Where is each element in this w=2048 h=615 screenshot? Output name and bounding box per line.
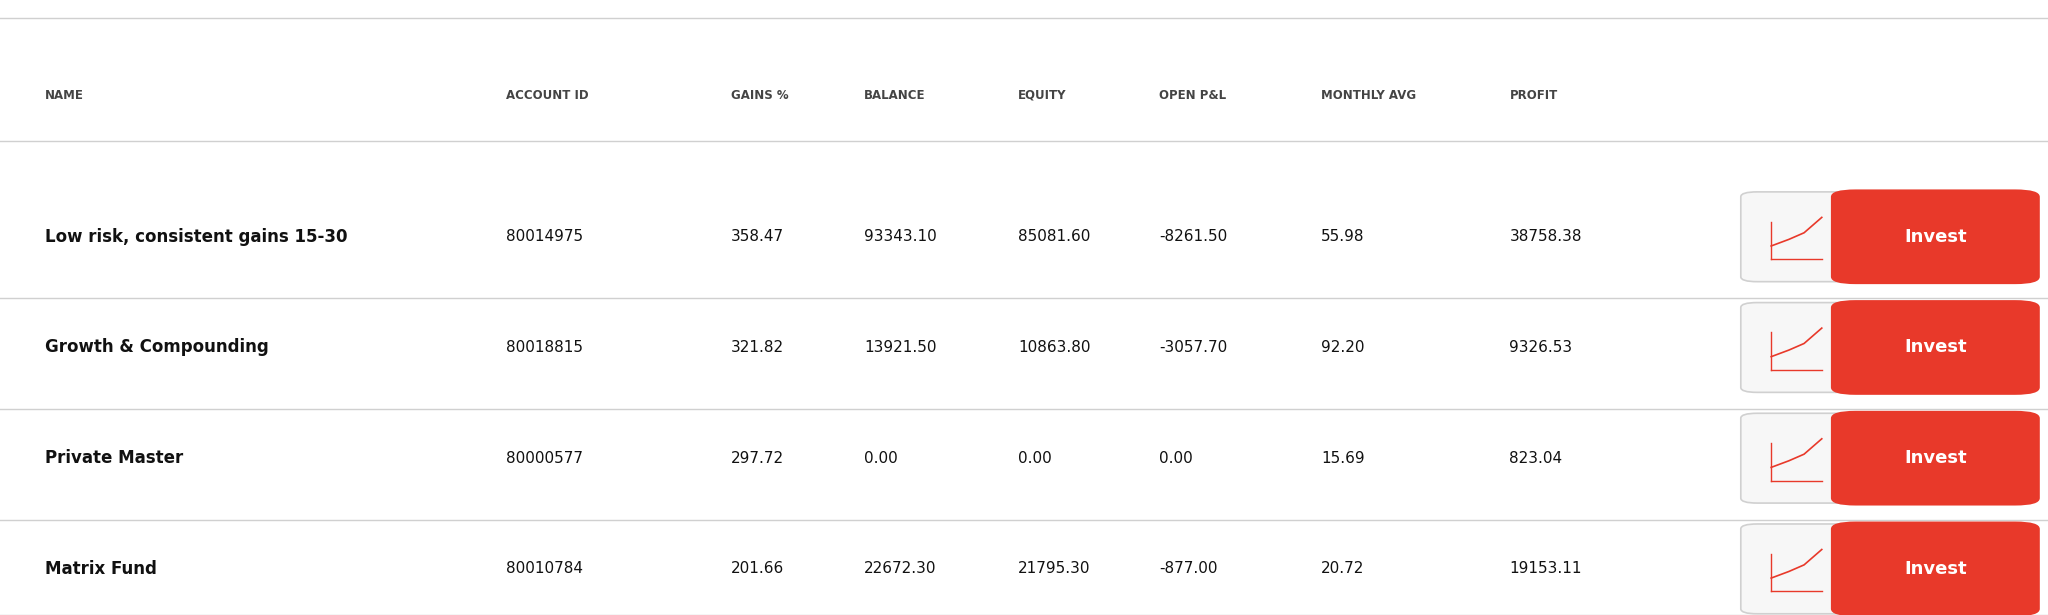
Text: 80000577: 80000577: [506, 451, 584, 466]
Text: 92.20: 92.20: [1321, 340, 1364, 355]
Text: 55.98: 55.98: [1321, 229, 1364, 244]
Text: 0.00: 0.00: [1018, 451, 1051, 466]
Text: OPEN P&L: OPEN P&L: [1159, 89, 1227, 102]
Text: 0.00: 0.00: [864, 451, 897, 466]
Text: 38758.38: 38758.38: [1509, 229, 1581, 244]
Text: 80018815: 80018815: [506, 340, 584, 355]
Text: 358.47: 358.47: [731, 229, 784, 244]
Text: PROFIT: PROFIT: [1509, 89, 1559, 102]
Text: 823.04: 823.04: [1509, 451, 1563, 466]
FancyBboxPatch shape: [1831, 300, 2040, 395]
FancyBboxPatch shape: [1741, 303, 1851, 392]
FancyBboxPatch shape: [1831, 411, 2040, 506]
Text: 21795.30: 21795.30: [1018, 561, 1090, 576]
Text: Private Master: Private Master: [45, 449, 184, 467]
Text: 80010784: 80010784: [506, 561, 584, 576]
Text: 93343.10: 93343.10: [864, 229, 938, 244]
Text: Invest: Invest: [1905, 560, 1966, 578]
Text: 0.00: 0.00: [1159, 451, 1192, 466]
Text: 9326.53: 9326.53: [1509, 340, 1573, 355]
Text: MONTHLY AVG: MONTHLY AVG: [1321, 89, 1415, 102]
FancyBboxPatch shape: [1831, 189, 2040, 284]
Text: NAME: NAME: [45, 89, 84, 102]
Text: 22672.30: 22672.30: [864, 561, 936, 576]
Text: EQUITY: EQUITY: [1018, 89, 1067, 102]
Text: 321.82: 321.82: [731, 340, 784, 355]
Text: 19153.11: 19153.11: [1509, 561, 1581, 576]
Text: Matrix Fund: Matrix Fund: [45, 560, 158, 578]
Text: Invest: Invest: [1905, 449, 1966, 467]
Text: 80014975: 80014975: [506, 229, 584, 244]
Text: 85081.60: 85081.60: [1018, 229, 1090, 244]
FancyBboxPatch shape: [1831, 522, 2040, 615]
Text: Low risk, consistent gains 15-30: Low risk, consistent gains 15-30: [45, 228, 348, 246]
Text: Growth & Compounding: Growth & Compounding: [45, 338, 268, 357]
FancyBboxPatch shape: [1741, 192, 1851, 282]
Text: Invest: Invest: [1905, 228, 1966, 246]
Text: -877.00: -877.00: [1159, 561, 1219, 576]
Text: ACCOUNT ID: ACCOUNT ID: [506, 89, 588, 102]
Text: 201.66: 201.66: [731, 561, 784, 576]
FancyBboxPatch shape: [1741, 413, 1851, 503]
FancyBboxPatch shape: [1741, 524, 1851, 614]
Text: 297.72: 297.72: [731, 451, 784, 466]
Text: Invest: Invest: [1905, 338, 1966, 357]
Text: BALANCE: BALANCE: [864, 89, 926, 102]
Text: 15.69: 15.69: [1321, 451, 1364, 466]
Text: 10863.80: 10863.80: [1018, 340, 1090, 355]
Text: -8261.50: -8261.50: [1159, 229, 1227, 244]
Text: GAINS %: GAINS %: [731, 89, 788, 102]
Text: 13921.50: 13921.50: [864, 340, 936, 355]
Text: -3057.70: -3057.70: [1159, 340, 1227, 355]
Text: 20.72: 20.72: [1321, 561, 1364, 576]
